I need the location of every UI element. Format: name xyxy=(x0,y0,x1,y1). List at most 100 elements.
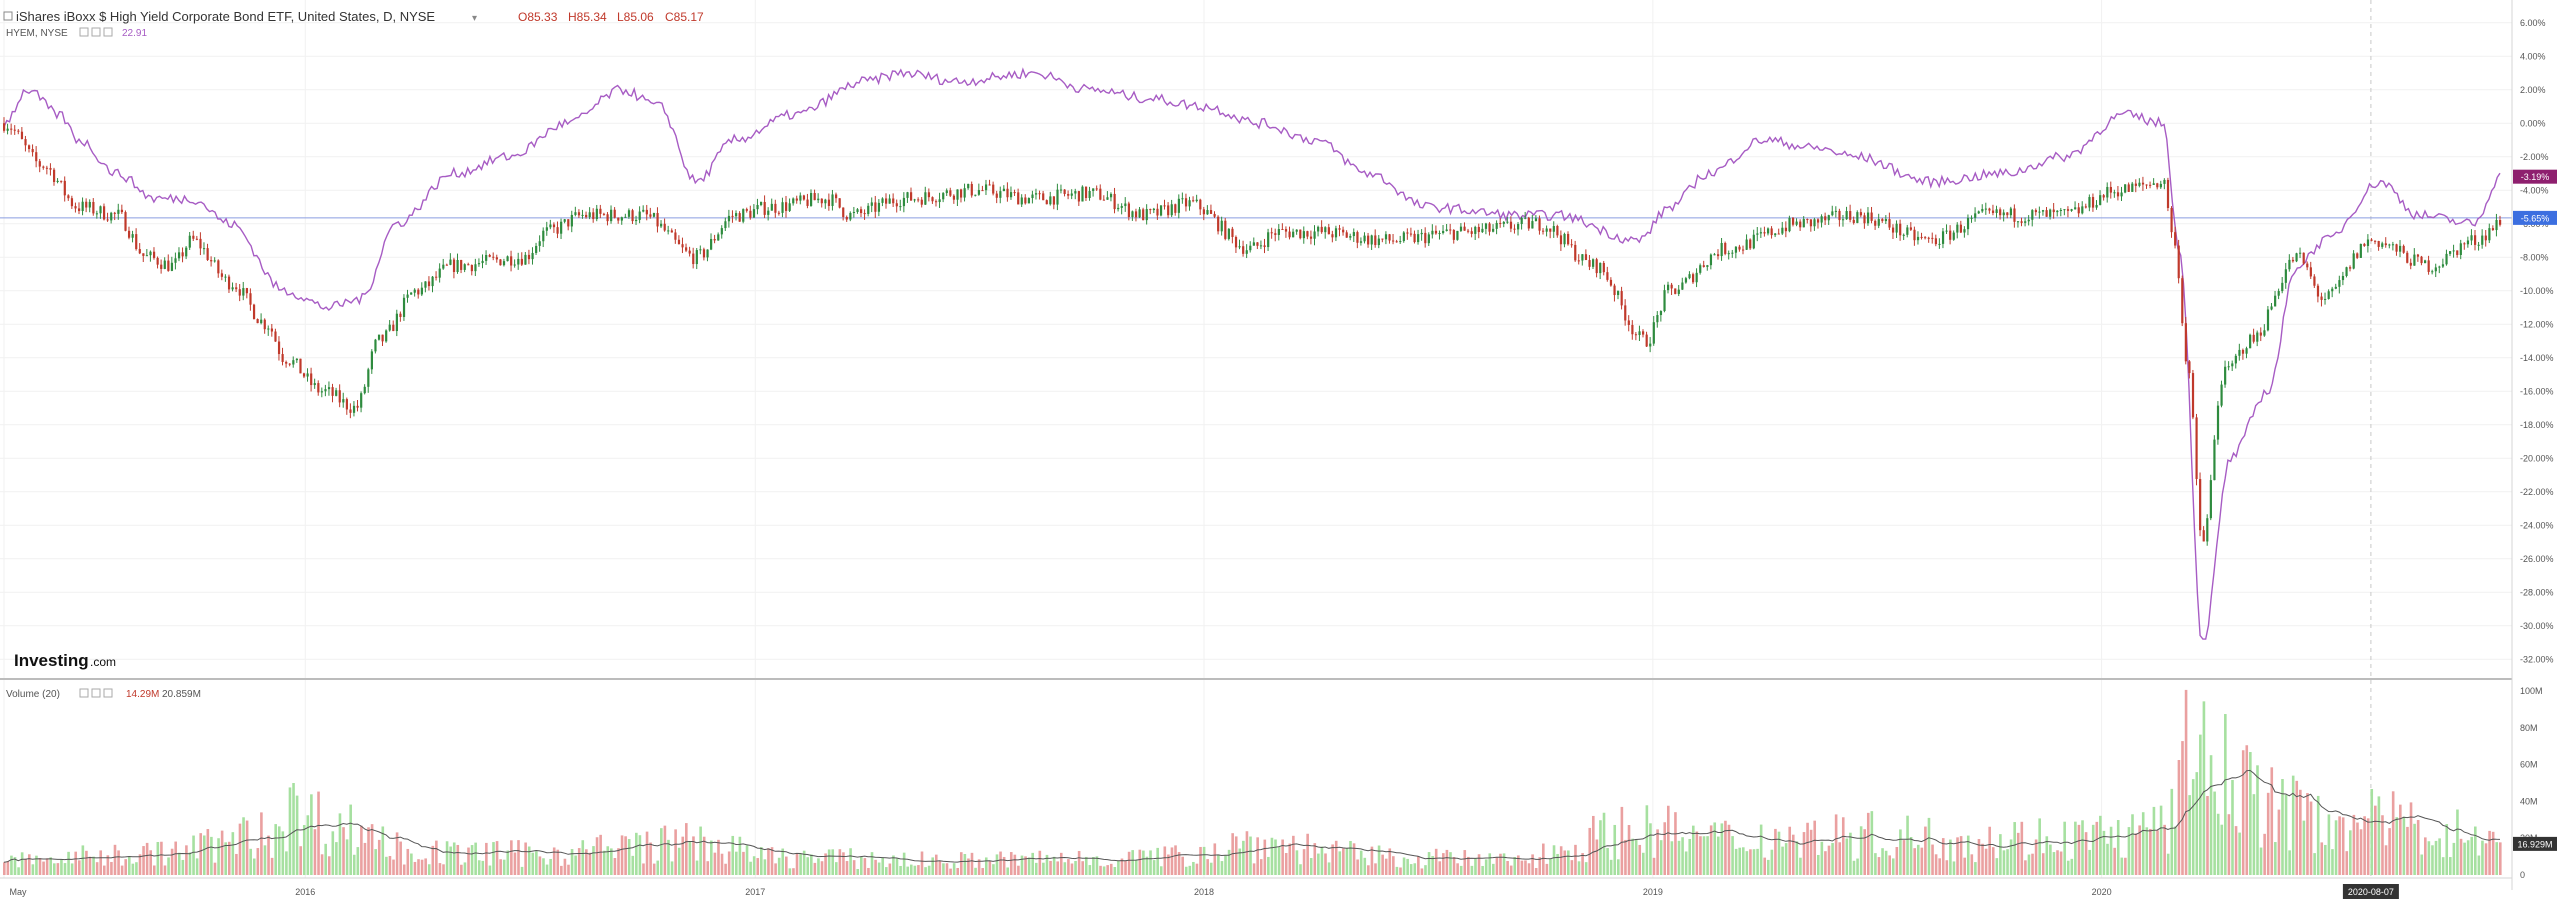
chevron-down-icon[interactable]: ▾ xyxy=(472,13,477,24)
candle-body xyxy=(1081,186,1084,202)
volume-bar xyxy=(1159,866,1163,875)
candle-body xyxy=(535,245,538,253)
volume-bar xyxy=(674,829,677,875)
legend-title[interactable]: iShares iBoxx $ High Yield Corporate Bon… xyxy=(16,9,435,24)
volume-bar xyxy=(638,835,642,875)
volume-bar xyxy=(1681,837,1684,875)
volume-label[interactable]: Volume (20) xyxy=(6,689,60,700)
volume-bar xyxy=(720,853,724,875)
volume-bar xyxy=(959,852,963,875)
price-axis[interactable]: 6.00%4.00%2.00%0.00%-2.00%-4.00%-6.00%-8… xyxy=(2520,18,2554,665)
volume-bar xyxy=(2177,760,2181,875)
volume-bar xyxy=(1956,837,1959,875)
candle-body xyxy=(2113,192,2116,194)
candle-body xyxy=(1070,193,1073,196)
volume-bar xyxy=(42,861,45,875)
candle-body xyxy=(2224,366,2227,385)
legend: iShares iBoxx $ High Yield Corporate Bon… xyxy=(3,9,704,39)
candle-body xyxy=(1527,217,1530,229)
volume-bar xyxy=(934,854,938,875)
volume-bar xyxy=(999,851,1002,875)
volume-bar xyxy=(588,852,592,875)
compare-symbol[interactable]: HYEM, NYSE xyxy=(6,28,68,39)
volume-last-badge-bg xyxy=(2513,836,2557,851)
eye-icon[interactable] xyxy=(79,688,89,698)
candle-body xyxy=(1774,233,1777,236)
candle-body xyxy=(2263,330,2266,336)
candle-body xyxy=(2370,239,2373,241)
candle-body xyxy=(1827,215,1830,221)
volume-bar xyxy=(313,829,317,875)
volume-bar xyxy=(349,804,352,875)
candle-body xyxy=(270,328,274,332)
settings-icon[interactable] xyxy=(91,688,101,698)
volume-bar xyxy=(1170,847,1174,875)
volume-bar xyxy=(185,845,188,875)
candle-body xyxy=(395,313,398,332)
settings-icon[interactable] xyxy=(91,27,101,37)
volume-bar xyxy=(1152,860,1156,875)
collapse-icon[interactable] xyxy=(3,11,13,21)
volume-bar xyxy=(295,795,299,875)
volume-bar xyxy=(1831,842,1834,875)
time-axis[interactable]: May 2016 2017 2018 2019 2020 xyxy=(9,887,2111,897)
volume-bar xyxy=(2109,826,2113,875)
candle-body xyxy=(724,221,727,229)
close-icon[interactable] xyxy=(103,27,113,37)
volume-bar xyxy=(913,865,917,875)
candle-body xyxy=(1259,245,1263,247)
candle-body xyxy=(2174,232,2177,246)
volume-bar xyxy=(1977,838,1981,875)
volume-tick-label: 40M xyxy=(2520,796,2538,806)
time-tick-label: 2020 xyxy=(2092,887,2112,897)
volume-bar xyxy=(367,827,370,875)
eye-icon[interactable] xyxy=(79,27,89,37)
volume-bar xyxy=(399,841,402,875)
candle-body xyxy=(1227,228,1230,239)
candle-body xyxy=(1502,221,1505,224)
price-tick-label: -2.00% xyxy=(2520,152,2549,162)
candle-body xyxy=(1342,229,1345,233)
volume-bar xyxy=(677,847,681,875)
candle-body xyxy=(2438,266,2441,268)
volume-bar xyxy=(2002,850,2006,875)
volume-bar xyxy=(270,857,274,875)
candle-body xyxy=(1249,245,1252,251)
candle-body xyxy=(538,241,541,246)
candle-body xyxy=(742,209,745,222)
candle-body xyxy=(906,192,909,198)
candle-body xyxy=(1952,232,1955,240)
volume-bar xyxy=(2152,806,2156,875)
candle-body xyxy=(510,256,513,266)
candle-body xyxy=(1492,228,1495,232)
volume-bar xyxy=(1492,863,1495,875)
candle-body xyxy=(2177,245,2180,279)
volume-bar xyxy=(1909,837,1913,875)
candle-body xyxy=(1741,249,1745,251)
volume-bar xyxy=(1409,864,1413,875)
volume-bar xyxy=(174,841,177,875)
candle-body xyxy=(2274,295,2277,307)
candle-body xyxy=(242,288,245,296)
volume-bar xyxy=(2063,821,2066,875)
volume-bar xyxy=(256,848,260,875)
volume-bar xyxy=(2495,842,2499,875)
volume-bar xyxy=(1588,827,1592,875)
volume-bar xyxy=(706,861,710,875)
volume-bar xyxy=(213,862,217,875)
candle-body xyxy=(513,264,516,266)
volume-bar xyxy=(385,856,388,875)
close-icon[interactable] xyxy=(103,688,113,698)
candle-body xyxy=(1716,254,1720,257)
compare-value: 22.91 xyxy=(122,28,147,39)
volume-bar xyxy=(2349,830,2352,875)
volume-bar xyxy=(1877,857,1881,875)
candle-body xyxy=(1245,250,1248,254)
volume-bar xyxy=(1938,858,1941,875)
candle-body xyxy=(449,259,452,265)
volume-bar xyxy=(2306,793,2309,875)
candle-body xyxy=(1495,222,1498,229)
volume-bar xyxy=(2131,814,2134,875)
